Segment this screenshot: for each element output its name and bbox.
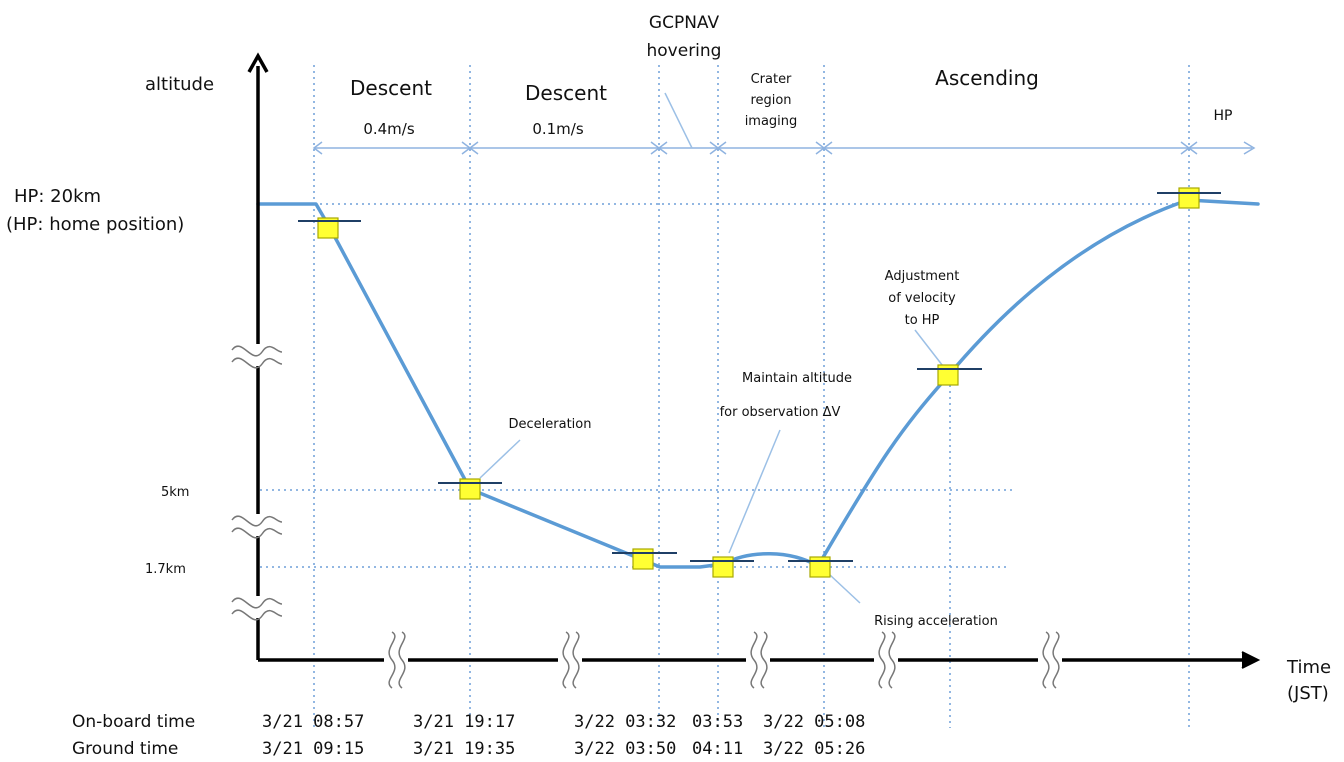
x-axis-breaks xyxy=(384,631,1062,689)
event-markers xyxy=(298,187,1221,578)
x-break-2 xyxy=(558,631,582,689)
phase-gcpnav-line2: hovering xyxy=(647,41,722,61)
callout-lines xyxy=(479,92,947,604)
y-break-2 xyxy=(231,514,283,539)
marker-deceleration xyxy=(438,478,502,500)
x-axis-label-time: Time xyxy=(1286,657,1331,678)
y-axis-label: altitude xyxy=(145,74,214,95)
phase-descent1-title: Descent xyxy=(350,76,432,100)
marker-adjustment xyxy=(917,364,982,386)
ground-time-4: 04:11 xyxy=(692,739,743,759)
x-axis-arrowhead xyxy=(1241,651,1261,669)
y-axis-breaks xyxy=(231,344,283,621)
marker-rising xyxy=(788,556,853,578)
phase-tick-2b xyxy=(468,141,479,155)
altitude-5km-label: 5km xyxy=(161,485,189,500)
annotation-deceleration: Deceleration xyxy=(509,417,592,432)
x-break-3 xyxy=(746,631,770,689)
phase-gcpnav-line1: GCPNAV xyxy=(649,13,720,33)
ground-time-1: 3/21 09:15 xyxy=(262,739,364,759)
annotation-maintain-line1: Maintain altitude xyxy=(742,371,852,386)
annotation-adjust-line2: of velocity xyxy=(888,291,956,306)
ground-time-label: Ground time xyxy=(72,739,178,759)
onboard-time-label: On-board time xyxy=(72,712,195,732)
phase-crater-line2: region xyxy=(750,93,791,108)
phase-timeline xyxy=(312,141,1256,155)
maintain-callout-line xyxy=(728,429,781,554)
x-break-4 xyxy=(874,631,898,689)
x-axis-label-jst: (JST) xyxy=(1287,683,1329,704)
phase-tick-5b xyxy=(822,141,833,155)
altitude-grid xyxy=(260,203,1189,568)
phase-crater-line1: Crater xyxy=(751,72,792,87)
phase-tick-3b xyxy=(657,141,668,155)
onboard-time-1: 3/21 08:57 xyxy=(262,712,364,732)
y-axis-arrowhead xyxy=(247,52,269,73)
ground-time-5: 3/22 05:26 xyxy=(763,739,865,759)
marker-hp-departure xyxy=(298,217,361,239)
hp-definition-label: (HP: home position) xyxy=(6,214,184,235)
rising-callout-line xyxy=(829,574,861,604)
marker-hp-arrival xyxy=(1157,187,1221,209)
onboard-time-4: 03:53 xyxy=(692,712,743,732)
gcpnav-callout-line xyxy=(664,92,693,149)
onboard-time-2: 3/21 19:17 xyxy=(413,712,515,732)
deceleration-callout-line xyxy=(479,439,521,479)
marker-hovering xyxy=(612,548,677,570)
onboard-time-5: 3/22 05:08 xyxy=(763,712,865,732)
hp-altitude-label: HP: 20km xyxy=(14,186,101,207)
altitude-1-7km-label: 1.7km xyxy=(145,562,186,577)
time-grid xyxy=(313,65,1190,728)
phase-timeline-arrowhead xyxy=(1243,141,1256,155)
phase-tick-4b xyxy=(716,141,727,155)
trajectory-path xyxy=(256,198,1260,569)
ground-time-3: 3/22 03:50 xyxy=(574,739,676,759)
x-break-1 xyxy=(384,631,408,689)
phase-descent2-speed: 0.1m/s xyxy=(532,120,584,138)
y-break-3 xyxy=(231,596,283,621)
annotation-rising: Rising acceleration xyxy=(874,614,998,629)
x-break-5 xyxy=(1038,631,1062,689)
phase-tick-1 xyxy=(312,141,323,155)
onboard-time-3: 3/22 03:32 xyxy=(574,712,676,732)
phase-descent2-title: Descent xyxy=(525,81,607,105)
annotation-adjust-line3: to HP xyxy=(905,313,940,328)
marker-maintain xyxy=(690,556,754,578)
annotation-maintain-line2: for observation ΔV xyxy=(720,405,841,420)
adjust-callout-line xyxy=(914,329,947,371)
annotation-adjust-line1: Adjustment xyxy=(885,269,960,284)
phase-tick-6b xyxy=(1187,141,1198,155)
phase-ascending-title: Ascending xyxy=(935,66,1039,90)
ground-time-2: 3/21 19:35 xyxy=(413,739,515,759)
phase-crater-line3: imaging xyxy=(745,114,798,129)
phase-descent1-speed: 0.4m/s xyxy=(363,120,415,138)
phase-hp-label: HP xyxy=(1214,108,1233,124)
y-break-1 xyxy=(231,344,283,369)
